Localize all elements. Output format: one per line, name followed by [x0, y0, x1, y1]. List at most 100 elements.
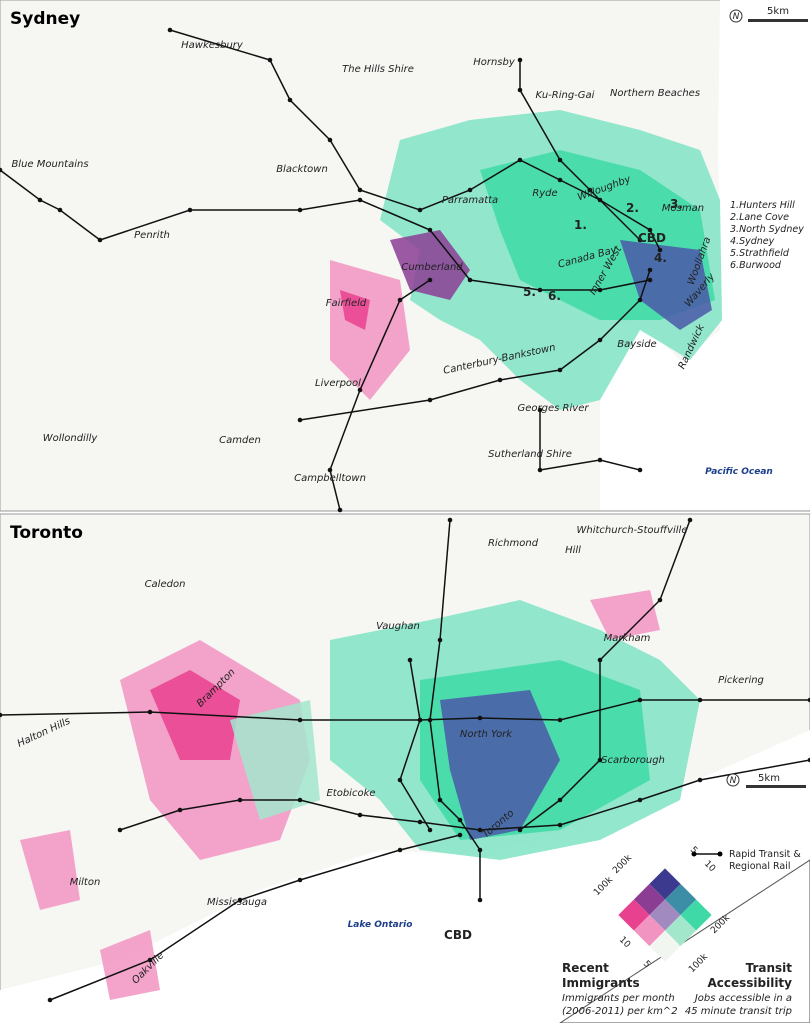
- station: [647, 277, 653, 283]
- place-label: Mosman: [662, 203, 704, 214]
- place-label: The Hills Shire: [342, 64, 414, 75]
- station: [557, 822, 563, 828]
- station: [697, 777, 703, 783]
- area-number: 2.: [626, 201, 639, 215]
- station: [587, 187, 593, 193]
- station: [537, 467, 543, 473]
- station: [297, 417, 303, 423]
- rail-line: [539, 410, 641, 471]
- station: [537, 287, 543, 293]
- place-label: Fairfield: [326, 298, 367, 309]
- station: [557, 177, 563, 183]
- legend-note: (2006-2011) per km^2: [562, 1006, 678, 1017]
- north-label: N: [730, 776, 737, 786]
- station: [597, 287, 603, 293]
- cbd-label: CBD: [638, 231, 666, 245]
- place-label: Whitchurch-Stouffville: [576, 525, 687, 536]
- place-label: Wollondilly: [43, 433, 99, 444]
- station: [557, 797, 563, 803]
- station: [657, 597, 663, 603]
- scale-label: 5km: [758, 773, 780, 784]
- place-label: Blacktown: [276, 164, 328, 175]
- place-label: Vaughan: [376, 621, 420, 632]
- scale-label: 5km: [767, 6, 789, 17]
- station: [37, 197, 43, 203]
- station: [237, 797, 243, 803]
- legend-title: Recent: [562, 961, 609, 975]
- station: [517, 87, 523, 93]
- station: [637, 697, 643, 703]
- station: [537, 407, 543, 413]
- station: [327, 467, 333, 473]
- north-arrow: [729, 9, 743, 23]
- legend-label: Regional Rail: [729, 861, 791, 872]
- density-area: [340, 290, 370, 330]
- rail-line: [0, 169, 651, 291]
- lake-ontario: [0, 730, 810, 1023]
- station: [687, 517, 693, 523]
- place-label: Parramatta: [442, 195, 498, 206]
- station: [467, 277, 473, 283]
- legend-tick: 5: [641, 959, 652, 970]
- place-label: Pickering: [718, 675, 764, 686]
- place-label: Scarborough: [601, 755, 665, 766]
- place-label: Blue Mountains: [11, 159, 88, 170]
- density-area: [20, 830, 80, 910]
- sydney-sea: [600, 320, 720, 510]
- station: [597, 657, 603, 663]
- rail-key-dot: [717, 851, 723, 857]
- station: [417, 717, 423, 723]
- key-item: 2.Lane Cove: [730, 212, 789, 223]
- station: [647, 227, 653, 233]
- key-item: 3.North Sydney: [730, 224, 804, 235]
- place-label: Sutherland Shire: [488, 449, 572, 460]
- station: [397, 777, 403, 783]
- station: [287, 97, 293, 103]
- station: [557, 717, 563, 723]
- cbd-label: CBD: [444, 928, 472, 942]
- station: [437, 637, 443, 643]
- legend-tick: 5: [688, 845, 699, 856]
- place-label: Markham: [604, 633, 651, 644]
- station: [557, 157, 563, 163]
- station: [477, 715, 483, 721]
- key-item: 1.Hunters Hill: [730, 200, 795, 211]
- legend-label: Rapid Transit &: [729, 849, 801, 860]
- station: [327, 137, 333, 143]
- station: [517, 157, 523, 163]
- place-label: Northern Beaches: [610, 88, 700, 99]
- station: [647, 267, 653, 273]
- station: [0, 167, 3, 173]
- station: [147, 709, 153, 715]
- scale-bar: [748, 19, 808, 22]
- station: [167, 27, 173, 33]
- station: [477, 897, 483, 903]
- station: [427, 397, 433, 403]
- station: [637, 467, 643, 473]
- area-number: 5.: [523, 285, 536, 299]
- key-item: 4.Sydney: [730, 236, 775, 247]
- station: [297, 207, 303, 213]
- station: [637, 237, 643, 243]
- station: [47, 997, 53, 1003]
- station: [297, 717, 303, 723]
- density-area: [230, 700, 320, 820]
- station: [267, 57, 273, 63]
- legend-title: Accessibility: [707, 976, 792, 990]
- area-number: 4.: [654, 251, 667, 265]
- area-number: 3.: [670, 197, 683, 211]
- station: [597, 457, 603, 463]
- station: [457, 817, 463, 823]
- place-label: Bayside: [617, 339, 656, 350]
- place-label: Campbelltown: [294, 473, 366, 484]
- legend-note: Jobs accessible in a: [693, 993, 792, 1004]
- station: [117, 827, 123, 833]
- station: [437, 797, 443, 803]
- station: [427, 277, 433, 283]
- station: [297, 877, 303, 883]
- station: [457, 832, 463, 838]
- station: [657, 247, 663, 253]
- station: [477, 847, 483, 853]
- legend-title: Immigrants: [562, 976, 640, 990]
- station: [407, 657, 413, 663]
